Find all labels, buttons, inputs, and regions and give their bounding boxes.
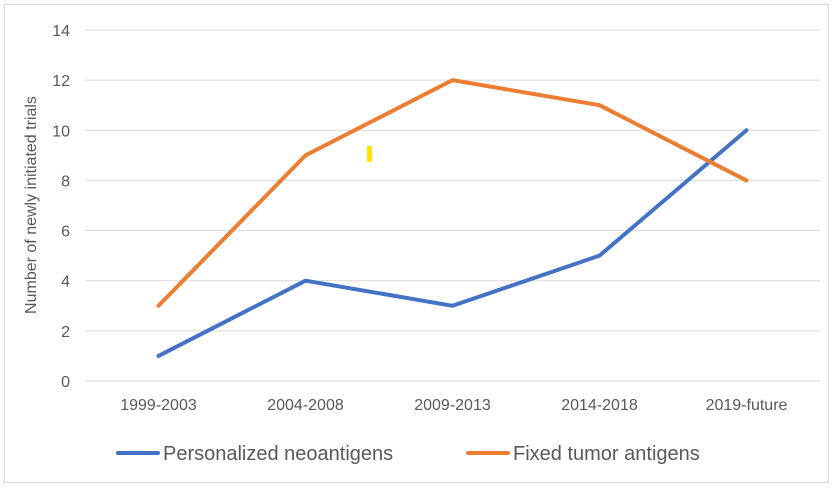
y-tick-label: 10 bbox=[52, 123, 70, 140]
x-tick-label: 2009-2013 bbox=[414, 397, 491, 414]
x-tick-label: 1999-2003 bbox=[120, 397, 197, 414]
y-axis-label: Number of newly initiated trials bbox=[23, 96, 40, 314]
gridlines bbox=[85, 29, 820, 382]
y-tick-label: 6 bbox=[61, 224, 70, 241]
series-line-1 bbox=[156, 78, 749, 308]
y-tick-label: 0 bbox=[61, 374, 70, 391]
y-tick-label: 14 bbox=[52, 23, 70, 40]
chart-frame bbox=[4, 4, 829, 483]
legend-label-1: Fixed tumor antigens bbox=[513, 443, 700, 465]
series-lines bbox=[156, 78, 749, 358]
y-tick-label: 4 bbox=[61, 274, 70, 291]
y-tick-label: 12 bbox=[52, 73, 70, 90]
y-axis-ticks: 0 2 4 6 8 10 12 14 bbox=[52, 23, 70, 391]
legend-label-0: Personalized neoantigens bbox=[163, 443, 393, 465]
series-line-0 bbox=[156, 128, 749, 358]
legend: Personalized neoantigens Fixed tumor anti… bbox=[116, 443, 700, 465]
x-tick-label: 2019-future bbox=[706, 397, 788, 414]
x-axis-ticks: 1999-2003 2004-2008 2009-2013 2014-2018 2019… bbox=[120, 397, 787, 414]
x-tick-label: 2014-2018 bbox=[561, 397, 638, 414]
y-tick-label: 8 bbox=[61, 173, 70, 190]
annotation-mark bbox=[367, 146, 372, 162]
x-tick-label: 2004-2008 bbox=[267, 397, 344, 414]
y-tick-label: 2 bbox=[61, 324, 70, 341]
